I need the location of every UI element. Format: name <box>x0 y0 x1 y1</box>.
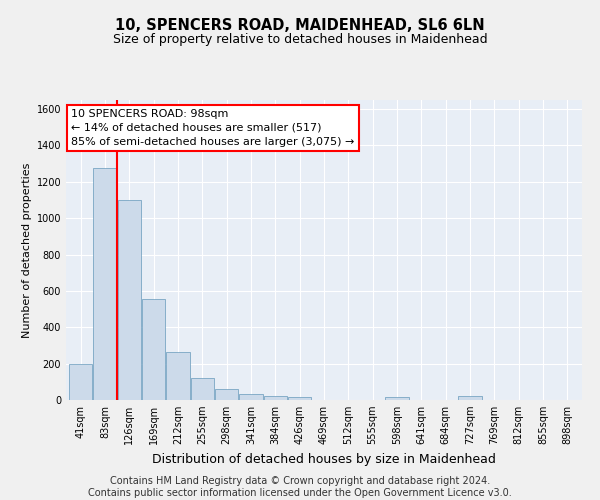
Bar <box>118 200 141 400</box>
X-axis label: Distribution of detached houses by size in Maidenhead: Distribution of detached houses by size … <box>152 452 496 466</box>
Bar <box>385 398 409 400</box>
Bar <box>264 396 287 400</box>
Bar <box>69 364 92 400</box>
Text: 10, SPENCERS ROAD, MAIDENHEAD, SL6 6LN: 10, SPENCERS ROAD, MAIDENHEAD, SL6 6LN <box>115 18 485 32</box>
Bar <box>142 299 165 400</box>
Bar <box>288 398 311 400</box>
Bar <box>94 168 116 400</box>
Bar <box>215 390 238 400</box>
Text: 10 SPENCERS ROAD: 98sqm
← 14% of detached houses are smaller (517)
85% of semi-d: 10 SPENCERS ROAD: 98sqm ← 14% of detache… <box>71 109 355 147</box>
Bar <box>239 394 263 400</box>
Y-axis label: Number of detached properties: Number of detached properties <box>22 162 32 338</box>
Bar <box>191 378 214 400</box>
Bar <box>166 352 190 400</box>
Bar <box>458 396 482 400</box>
Text: Size of property relative to detached houses in Maidenhead: Size of property relative to detached ho… <box>113 32 487 46</box>
Text: Contains HM Land Registry data © Crown copyright and database right 2024.
Contai: Contains HM Land Registry data © Crown c… <box>88 476 512 498</box>
